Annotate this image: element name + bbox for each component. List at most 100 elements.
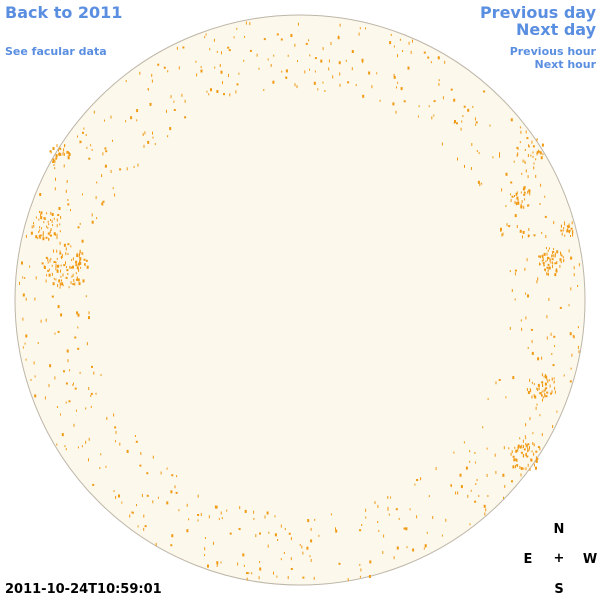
- facula-point: [85, 440, 87, 444]
- facula-point: [290, 34, 293, 37]
- facula-point: [65, 276, 68, 279]
- facula-point: [67, 253, 69, 255]
- facula-point: [545, 387, 548, 390]
- facula-point: [544, 394, 546, 398]
- facula-point: [256, 53, 258, 57]
- facula-point: [40, 319, 42, 323]
- facula-point: [517, 444, 520, 448]
- facula-point: [554, 390, 556, 394]
- facula-point: [465, 466, 468, 470]
- facula-point: [505, 205, 507, 208]
- facula-point: [365, 516, 367, 519]
- facula-point: [360, 568, 362, 572]
- facula-point: [441, 142, 443, 146]
- previous-day-link[interactable]: Previous day: [479, 3, 596, 22]
- facula-point: [152, 136, 154, 139]
- facula-point: [67, 156, 70, 160]
- facula-point: [382, 551, 384, 554]
- observation-timestamp: 2011-10-24T10:59:01: [5, 582, 162, 597]
- facula-point: [53, 217, 55, 220]
- facula-point: [369, 560, 372, 564]
- facula-point: [338, 61, 341, 65]
- facula-point: [397, 54, 398, 58]
- facula-point: [478, 152, 480, 155]
- facula-point: [70, 209, 71, 212]
- see-facular-data-link[interactable]: See facular data: [5, 45, 107, 58]
- facula-point: [428, 495, 430, 498]
- facula-point: [133, 165, 135, 168]
- facula-point: [515, 202, 517, 206]
- facula-point: [540, 183, 542, 187]
- facula-point: [47, 269, 50, 272]
- facula-point: [79, 371, 81, 374]
- facula-point: [273, 571, 274, 575]
- facula-point: [573, 335, 575, 339]
- facula-point: [397, 81, 399, 84]
- facula-point: [525, 316, 527, 320]
- next-day-link[interactable]: Next day: [516, 20, 596, 39]
- facula-point: [77, 326, 79, 329]
- facula-point: [48, 223, 50, 226]
- facula-point: [525, 442, 527, 445]
- facula-point: [129, 514, 131, 518]
- facula-point: [58, 207, 61, 210]
- facula-point: [267, 58, 269, 61]
- facula-point: [539, 203, 541, 205]
- facula-point: [543, 252, 546, 256]
- facula-point: [30, 231, 33, 235]
- facula-point: [542, 398, 543, 402]
- facula-point: [102, 152, 104, 156]
- facula-point: [140, 452, 142, 455]
- facula-point: [505, 172, 508, 176]
- facula-point: [511, 289, 513, 292]
- facula-point: [80, 266, 82, 269]
- facula-point: [539, 263, 541, 266]
- facula-point: [19, 281, 20, 285]
- facula-point: [544, 388, 546, 392]
- facula-point: [517, 448, 519, 452]
- facula-point: [136, 119, 138, 122]
- facula-point: [184, 99, 186, 103]
- facula-point: [551, 353, 553, 355]
- facula-point: [46, 274, 47, 277]
- facula-point: [510, 181, 513, 184]
- facula-point: [527, 234, 529, 238]
- next-hour-link[interactable]: Next hour: [534, 58, 597, 71]
- facula-point: [263, 89, 265, 91]
- facula-point: [431, 116, 433, 120]
- facula-point: [160, 471, 162, 475]
- facula-point: [59, 241, 61, 245]
- facula-point: [53, 232, 56, 236]
- facula-point: [33, 361, 35, 365]
- facula-point: [237, 562, 239, 566]
- facula-point: [139, 464, 142, 467]
- facula-point: [307, 519, 310, 523]
- facula-point: [66, 266, 67, 269]
- facula-point: [520, 473, 522, 477]
- facula-point: [562, 256, 564, 259]
- facula-point: [450, 88, 453, 91]
- facula-point: [533, 443, 535, 447]
- facula-point: [58, 149, 59, 152]
- facula-point: [409, 508, 411, 511]
- facula-point: [51, 213, 54, 216]
- facula-point: [268, 531, 270, 534]
- previous-hour-link[interactable]: Previous hour: [509, 45, 596, 58]
- facula-point: [39, 193, 42, 196]
- facula-point: [405, 527, 408, 531]
- facula-point: [546, 378, 548, 381]
- facula-point: [317, 88, 319, 91]
- facula-point: [267, 544, 269, 548]
- facula-point: [77, 226, 80, 229]
- facula-point: [553, 381, 555, 384]
- facula-point: [347, 578, 349, 582]
- facula-point: [304, 70, 306, 74]
- facula-point: [173, 109, 176, 111]
- facula-point: [284, 528, 286, 531]
- facula-point: [546, 257, 548, 261]
- facula-point: [556, 261, 558, 264]
- facula-point: [527, 443, 530, 446]
- facula-point: [96, 217, 98, 220]
- back-to-year-link[interactable]: Back to 2011: [5, 3, 123, 22]
- facula-point: [478, 495, 480, 497]
